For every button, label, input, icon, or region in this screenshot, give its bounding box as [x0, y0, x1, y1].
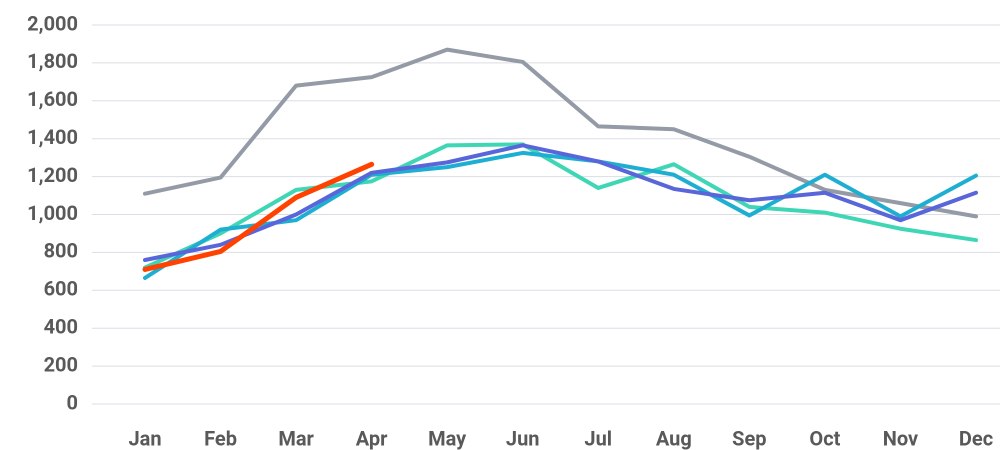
series-line — [143, 142, 978, 270]
y-tick-label: 400 — [44, 314, 78, 338]
x-tick-label: Aug — [656, 426, 692, 450]
x-tick-label: Mar — [278, 426, 314, 450]
x-tick-label: May — [428, 426, 467, 450]
y-tick-label: 600 — [44, 277, 78, 301]
x-tick-label: Oct — [809, 426, 840, 450]
y-tick-label: 1,000 — [27, 201, 78, 225]
y-tick-label: 200 — [44, 352, 78, 376]
series-line — [143, 47, 978, 219]
x-tick-label: Jan — [128, 426, 161, 450]
y-tick-label: 1,400 — [27, 125, 78, 149]
series-line — [142, 161, 375, 272]
y-tick-label: 1,600 — [27, 87, 78, 111]
y-tick-label: 0 — [67, 390, 78, 414]
x-tick-label: Sep — [732, 426, 766, 450]
series-line — [143, 143, 978, 262]
x-tick-label: Feb — [204, 426, 237, 450]
y-tick-label: 1,200 — [27, 163, 78, 187]
y-tick-label: 800 — [44, 239, 78, 263]
x-tick-label: Dec — [959, 426, 993, 450]
x-tick-label: Apr — [356, 426, 388, 450]
y-tick-label: 2,000 — [27, 11, 78, 35]
x-tick-label: Nov — [883, 426, 918, 450]
x-tick-label: Jun — [506, 426, 540, 450]
x-tick-label: Jul — [584, 426, 612, 450]
series-line — [143, 150, 978, 280]
y-tick-label: 1,800 — [27, 49, 78, 73]
